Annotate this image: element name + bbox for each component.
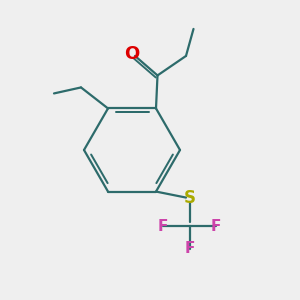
Text: F: F [184,241,195,256]
Text: O: O [124,45,139,63]
Text: F: F [211,219,221,234]
Text: F: F [158,219,168,234]
Text: S: S [184,189,196,207]
